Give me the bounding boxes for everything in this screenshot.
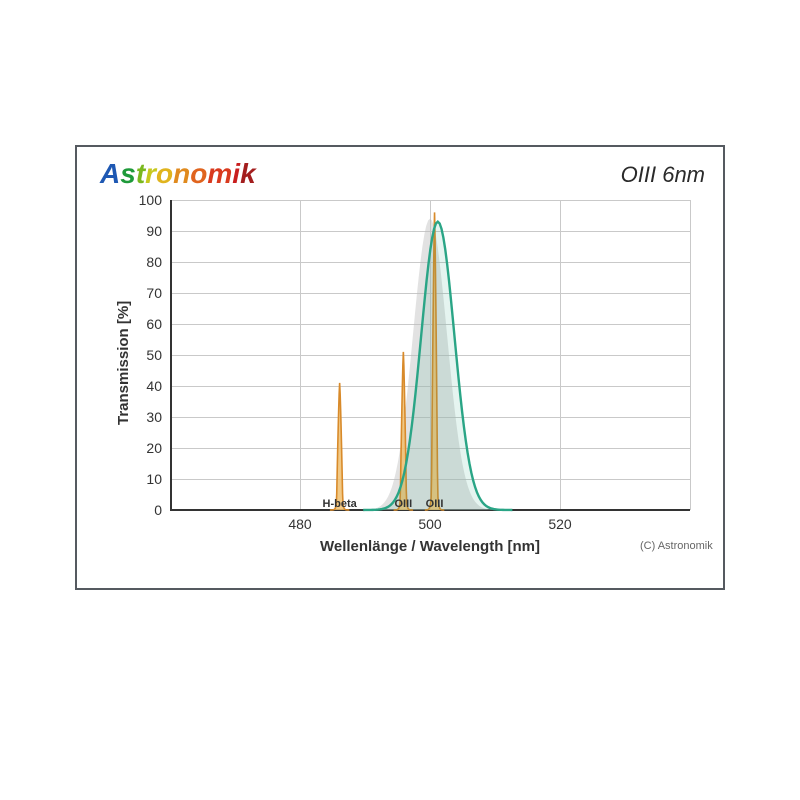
y-tick-label: 50 [130,347,162,363]
y-axis-title: Transmission [%] [115,301,132,425]
logo-letter: r [145,158,156,189]
logo-letter: o [156,158,173,189]
y-tick-label: 0 [130,502,162,518]
brand-logo: Astronomik [100,158,256,190]
logo-letter: A [100,158,120,189]
peak-label-H-beta: H-beta [323,498,357,510]
logo-letter: m [207,158,232,189]
logo-letter: n [173,158,190,189]
logo-letter: t [136,158,145,189]
plot-area: 0102030405060708090100480500520H-betaOII… [170,200,690,510]
logo-letter: s [120,158,136,189]
x-tick-label: 480 [288,516,311,532]
x-tick-label: 500 [418,516,441,532]
y-tick-label: 10 [130,471,162,487]
y-tick-label: 90 [130,223,162,239]
x-tick-label: 520 [548,516,571,532]
x-axis-title: Wellenlänge / Wavelength [nm] [320,538,540,555]
y-tick-label: 40 [130,378,162,394]
y-tick-label: 100 [130,192,162,208]
y-tick-label: 20 [130,440,162,456]
peak-label-OIII-4959: OIII [394,498,412,510]
grid-line-v [690,200,691,510]
peak-label-OIII-5007: OIII [426,498,444,510]
filter-title: OIII 6nm [621,162,705,188]
series-fill-filter-curve [363,222,512,510]
chart-svg [170,200,690,510]
copyright-text: (C) Astronomik [640,540,713,552]
logo-letter: i [232,158,240,189]
logo-letter: o [190,158,207,189]
y-tick-label: 70 [130,285,162,301]
y-tick-label: 60 [130,316,162,332]
y-tick-label: 80 [130,254,162,270]
logo-letter: k [240,158,256,189]
y-tick-label: 30 [130,409,162,425]
